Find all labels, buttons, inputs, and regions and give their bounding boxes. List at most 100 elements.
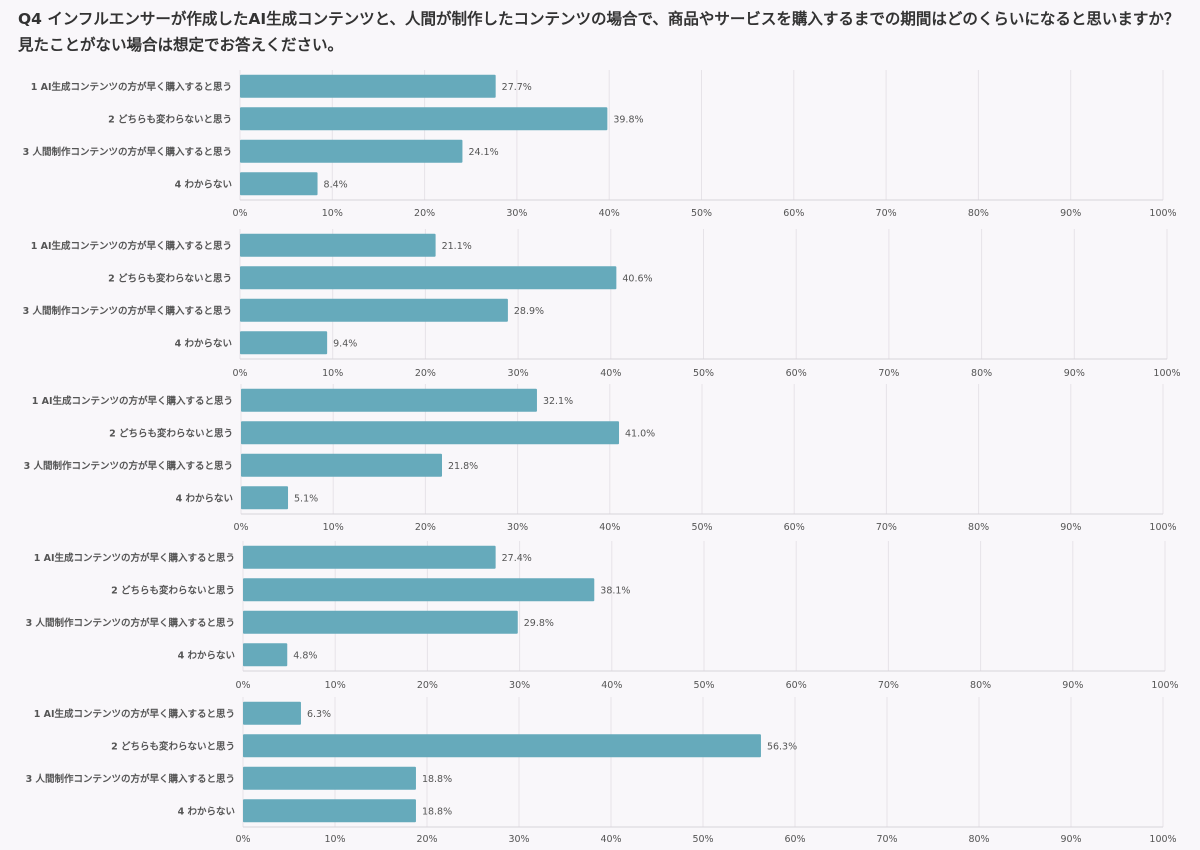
x-tick-label: 40% xyxy=(601,680,622,691)
data-label: 21.8% xyxy=(448,461,478,472)
x-tick-label: 90% xyxy=(1060,834,1081,845)
data-label: 6.3% xyxy=(307,709,331,720)
x-tick-label: 40% xyxy=(600,834,621,845)
bar xyxy=(240,172,318,196)
page-title: Q4 インフルエンサーが作成したAI生成コンテンツと、人間が制作したコンテンツの… xyxy=(18,10,1180,54)
data-label: 24.1% xyxy=(468,147,498,158)
category-label: 2 どちらも変わらないと思う xyxy=(109,427,233,439)
x-tick-label: 80% xyxy=(968,522,989,533)
x-tick-label: 0% xyxy=(235,680,250,691)
bar xyxy=(240,107,608,131)
category-label: 3 人間制作コンテンツの方が早く購入すると思う xyxy=(26,617,235,629)
x-tick-label: 80% xyxy=(970,680,991,691)
category-label: 1 AI生成コンテンツの方が早く購入すると思う xyxy=(31,81,232,93)
bar xyxy=(243,545,496,569)
x-tick-label: 10% xyxy=(325,680,346,691)
x-tick-label: 70% xyxy=(876,208,897,219)
category-label: 2 どちらも変わらないと思う xyxy=(111,584,235,596)
category-label: 2 どちらも変わらないと思う xyxy=(111,740,235,752)
category-label: 1 AI生成コンテンツの方が早く購入すると思う xyxy=(31,240,232,252)
data-label: 21.1% xyxy=(442,241,472,252)
x-tick-label: 50% xyxy=(693,368,714,379)
bar xyxy=(243,643,288,667)
x-tick-label: 30% xyxy=(507,522,528,533)
x-tick-label: 90% xyxy=(1060,522,1081,533)
x-tick-label: 50% xyxy=(691,208,712,219)
x-tick-label: 0% xyxy=(232,208,247,219)
x-tick-label: 20% xyxy=(415,522,436,533)
x-tick-label: 80% xyxy=(971,368,992,379)
x-tick-label: 50% xyxy=(691,522,712,533)
x-tick-label: 10% xyxy=(324,834,345,845)
x-tick-label: 20% xyxy=(416,834,437,845)
x-tick-label: 0% xyxy=(232,368,247,379)
bar xyxy=(243,701,301,725)
data-label: 41.0% xyxy=(625,428,655,439)
x-tick-label: 60% xyxy=(786,680,807,691)
data-label: 18.8% xyxy=(422,774,452,785)
x-tick-label: 40% xyxy=(599,208,620,219)
x-tick-label: 60% xyxy=(786,368,807,379)
x-tick-label: 30% xyxy=(508,834,529,845)
category-label: 2 どちらも変わらないと思う xyxy=(108,272,232,284)
bar xyxy=(240,233,436,257)
x-tick-label: 30% xyxy=(508,368,529,379)
data-label: 28.9% xyxy=(514,306,544,317)
bar xyxy=(243,734,761,758)
bar xyxy=(240,139,463,163)
category-label: 3 人間制作コンテンツの方が早く購入すると思う xyxy=(24,460,233,472)
x-tick-label: 10% xyxy=(323,522,344,533)
category-label: 4 わからない xyxy=(175,179,232,190)
data-label: 38.1% xyxy=(600,585,630,596)
bar xyxy=(240,331,328,355)
category-label: 1 AI生成コンテンツの方が早く購入すると思う xyxy=(34,552,235,564)
bar xyxy=(241,388,537,412)
x-tick-label: 100% xyxy=(1149,208,1176,219)
category-label: 4 わからない xyxy=(176,493,233,504)
x-tick-label: 30% xyxy=(509,680,530,691)
data-label: 39.8% xyxy=(613,114,643,125)
x-tick-label: 90% xyxy=(1064,368,1085,379)
x-tick-label: 40% xyxy=(600,368,621,379)
bar xyxy=(241,453,442,477)
x-tick-label: 50% xyxy=(693,680,714,691)
bar xyxy=(243,766,416,790)
x-tick-label: 60% xyxy=(783,208,804,219)
x-tick-label: 60% xyxy=(784,522,805,533)
bar xyxy=(240,298,508,322)
x-tick-label: 80% xyxy=(968,834,989,845)
bar xyxy=(240,266,617,290)
data-label: 18.8% xyxy=(422,806,452,817)
bar xyxy=(240,74,496,98)
bar xyxy=(241,486,289,510)
x-tick-label: 10% xyxy=(322,208,343,219)
data-label: 27.4% xyxy=(502,553,532,564)
x-tick-label: 20% xyxy=(414,208,435,219)
x-tick-label: 10% xyxy=(322,368,343,379)
x-tick-label: 0% xyxy=(233,522,248,533)
x-tick-label: 80% xyxy=(968,208,989,219)
x-tick-label: 30% xyxy=(506,208,527,219)
data-label: 29.8% xyxy=(524,618,554,629)
x-tick-label: 0% xyxy=(235,834,250,845)
data-label: 27.7% xyxy=(502,82,532,93)
bar xyxy=(241,421,620,445)
x-tick-label: 90% xyxy=(1062,680,1083,691)
data-label: 9.4% xyxy=(333,338,357,349)
category-label: 4 わからない xyxy=(178,806,235,817)
bar xyxy=(243,799,416,823)
bar xyxy=(243,610,518,634)
data-label: 5.1% xyxy=(294,493,318,504)
data-label: 56.3% xyxy=(767,741,797,752)
x-tick-label: 100% xyxy=(1151,680,1178,691)
category-label: 3 人間制作コンテンツの方が早く購入すると思う xyxy=(23,305,232,317)
data-label: 32.1% xyxy=(543,396,573,407)
category-label: 4 わからない xyxy=(175,338,232,349)
category-label: 1 AI生成コンテンツの方が早く購入すると思う xyxy=(32,395,233,407)
bar xyxy=(243,578,595,602)
x-tick-label: 70% xyxy=(876,522,897,533)
x-tick-label: 40% xyxy=(599,522,620,533)
category-label: 3 人間制作コンテンツの方が早く購入すると思う xyxy=(23,146,232,158)
x-tick-label: 70% xyxy=(878,368,899,379)
